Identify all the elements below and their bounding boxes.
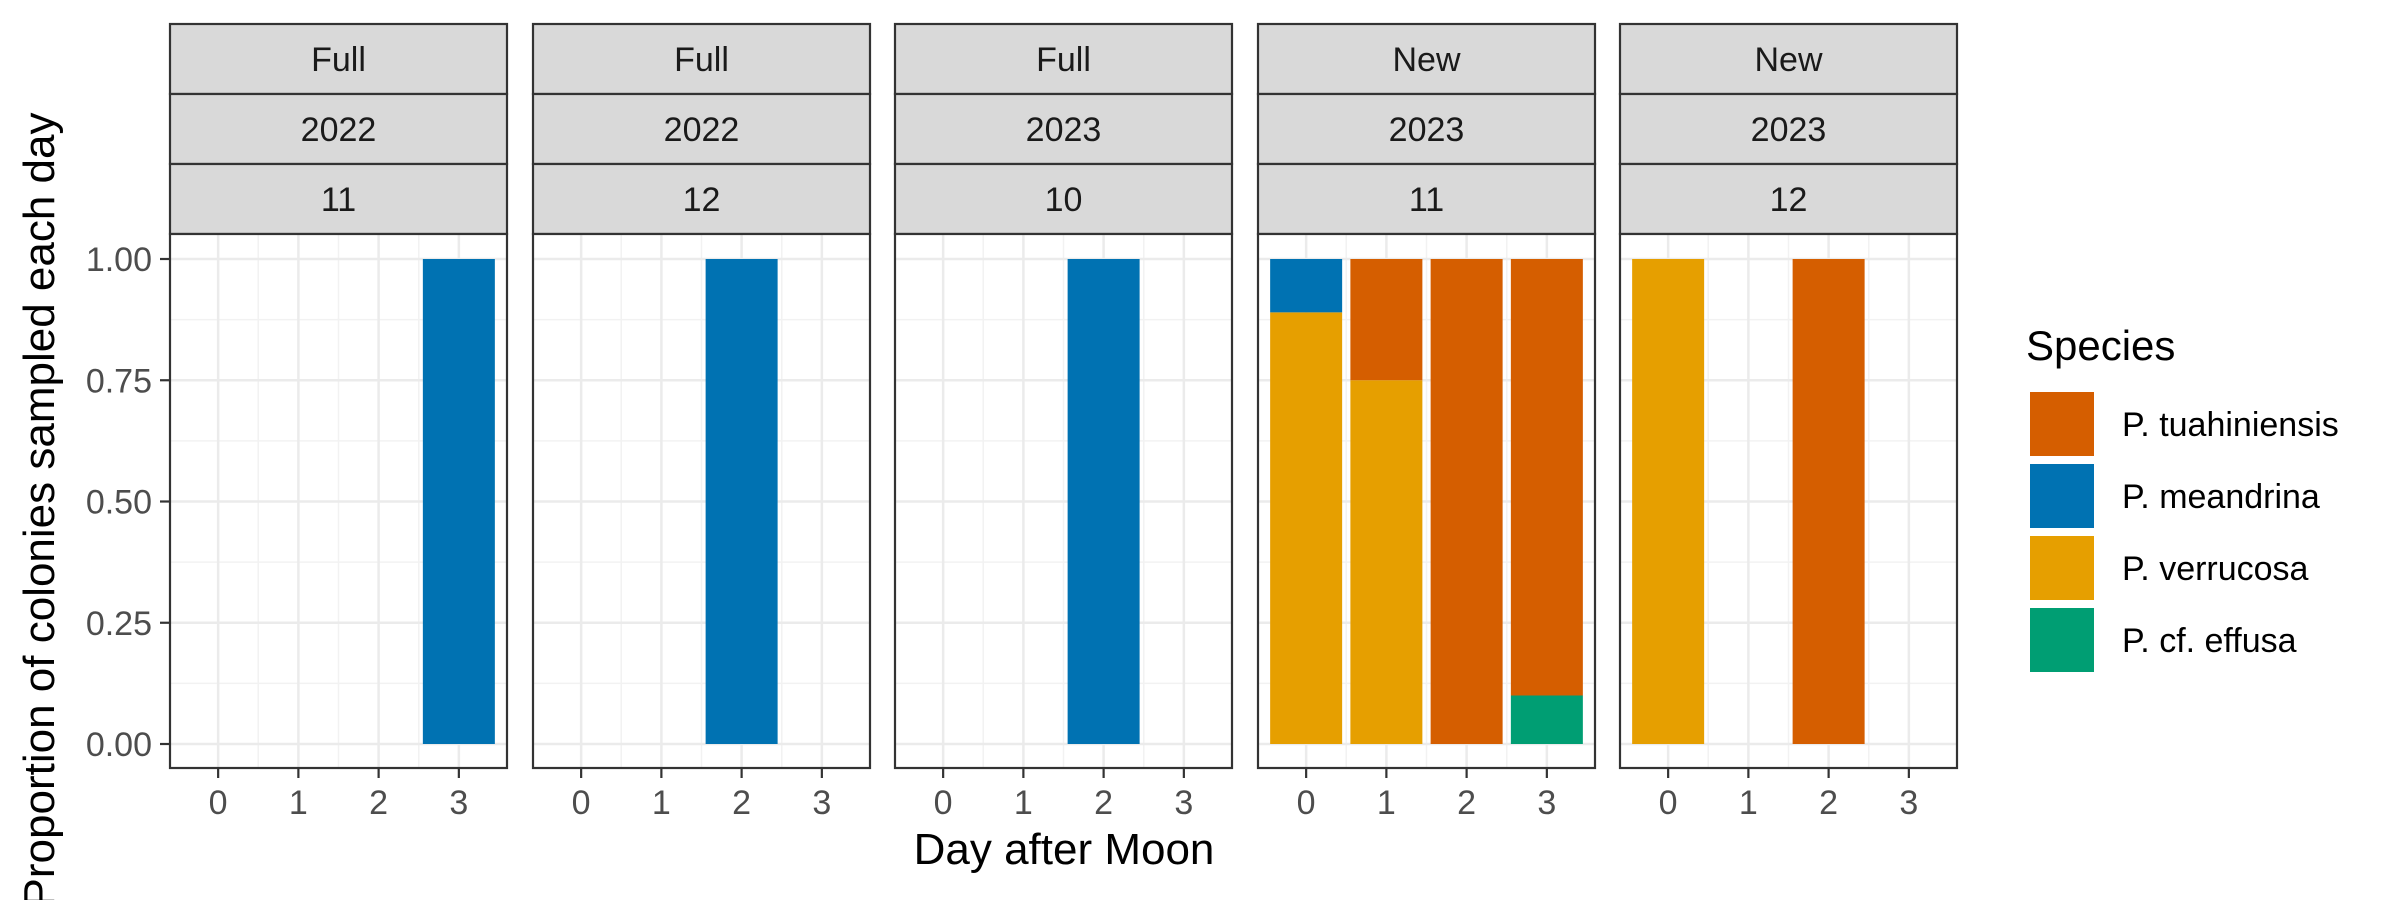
x-tick-label: 0 <box>572 784 591 822</box>
legend-key <box>2030 464 2094 528</box>
legend-label: P. verrucosa <box>2122 550 2309 588</box>
facet-panel-4: New 2023 11 0 1 2 3 <box>1256 22 1597 822</box>
bar-segment <box>1510 259 1583 696</box>
facet-strip-label: 2023 <box>1751 111 1827 149</box>
facet-strip <box>1618 22 1959 96</box>
panel-border <box>893 232 1234 770</box>
y-tick-label: 0.00 <box>86 726 152 764</box>
legend-key <box>2030 536 2094 600</box>
x-tick-label: 1 <box>652 784 671 822</box>
facet-strip-label: 2023 <box>1026 111 1102 149</box>
x-tick-label: 3 <box>1537 784 1556 822</box>
facet-strip-label: New <box>1754 41 1822 79</box>
bar-segment <box>1270 259 1343 313</box>
bar-segment <box>1510 695 1583 744</box>
facet-strip <box>1256 162 1597 236</box>
bar-segment <box>705 259 778 744</box>
facet-strip <box>531 162 872 236</box>
y-tick-label: 0.25 <box>86 605 152 643</box>
x-tick-label: 1 <box>1739 784 1758 822</box>
facet-panel-1: Full 2022 11 0 1 2 3 <box>168 22 509 822</box>
facet-strip-label: 11 <box>321 181 356 219</box>
legend-label: P. meandrina <box>2122 478 2320 516</box>
x-tick-label: 3 <box>1174 784 1193 822</box>
bar-segment <box>1350 380 1423 744</box>
facet-strip-label: 2022 <box>664 111 740 149</box>
bar-segment <box>422 259 495 744</box>
legend-key <box>2030 392 2094 456</box>
y-tick-label: 0.75 <box>86 362 152 400</box>
panel-border <box>531 232 872 770</box>
x-tick-label: 2 <box>369 784 388 822</box>
x-tick-label: 2 <box>1094 784 1113 822</box>
x-tick-label: 0 <box>934 784 953 822</box>
legend-label: P. tuahiniensis <box>2122 406 2339 444</box>
bar-segment <box>1632 259 1705 744</box>
facet-strip-label: 12 <box>1770 181 1808 219</box>
legend-title: Species <box>2026 322 2175 369</box>
facet-strip-label: 12 <box>683 181 721 219</box>
facet-strip <box>893 92 1234 166</box>
y-tick-label: 1.00 <box>86 241 152 279</box>
legend-key <box>2030 608 2094 672</box>
facet-strip <box>1618 162 1959 236</box>
legend-label: P. cf. effusa <box>2122 622 2297 660</box>
facet-strip-label: Full <box>311 41 366 79</box>
facet-strip-label: 2022 <box>301 111 377 149</box>
facet-strip <box>893 22 1234 96</box>
x-tick-label: 2 <box>732 784 751 822</box>
y-tick-label: 0.50 <box>86 484 152 522</box>
facet-strip-label: Full <box>1036 41 1091 79</box>
facet-strip <box>1256 92 1597 166</box>
facet-strip <box>168 92 509 166</box>
facet-strip <box>168 22 509 96</box>
x-tick-label: 2 <box>1819 784 1838 822</box>
bar-segment <box>1067 259 1140 744</box>
facet-panel-3: Full 2023 10 0 1 2 3 <box>893 22 1234 822</box>
facet-strip-label: New <box>1392 41 1460 79</box>
x-tick-label: 0 <box>209 784 228 822</box>
facet-strip <box>1618 92 1959 166</box>
facet-strip-label: 11 <box>1409 181 1444 219</box>
bar-segment <box>1350 259 1423 381</box>
facet-strip <box>1256 22 1597 96</box>
x-tick-label: 3 <box>449 784 468 822</box>
x-tick-label: 1 <box>1377 784 1396 822</box>
x-tick-label: 2 <box>1457 784 1476 822</box>
panel-border <box>1618 232 1959 770</box>
x-tick-label: 3 <box>1899 784 1918 822</box>
x-tick-label: 1 <box>289 784 308 822</box>
bar-segment <box>1792 259 1865 744</box>
y-axis-title: Proportion of colonies sampled each day <box>15 113 64 900</box>
facet-strip <box>168 162 509 236</box>
x-tick-label: 0 <box>1659 784 1678 822</box>
x-tick-label: 0 <box>1297 784 1316 822</box>
facet-strip <box>531 22 872 96</box>
facet-strip-label: 2023 <box>1389 111 1465 149</box>
bar-segment <box>1270 312 1343 744</box>
legend: Species P. tuahiniensis P. meandrina P. ve… <box>2026 322 2339 672</box>
facet-strip-label: Full <box>674 41 729 79</box>
bar-segment <box>1430 259 1503 744</box>
facet-strip-label: 10 <box>1045 181 1083 219</box>
panel-border <box>1256 232 1597 770</box>
x-tick-label: 1 <box>1014 784 1033 822</box>
y-axis: 0.00 0.25 0.50 0.75 1.00 <box>86 241 170 764</box>
x-axis-title: Day after Moon <box>914 825 1215 874</box>
x-tick-label: 3 <box>812 784 831 822</box>
